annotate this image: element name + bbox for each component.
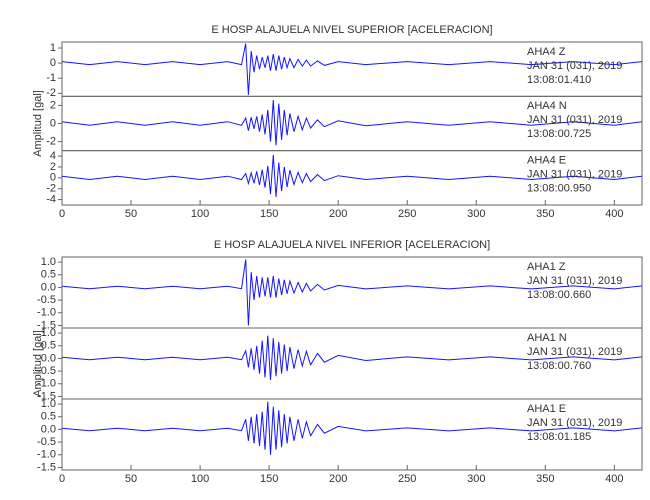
y-tick-label: -0.5: [37, 436, 56, 448]
trace: [61, 335, 643, 381]
x-tick-label: 250: [398, 473, 416, 485]
y-tick-label: 1.0: [41, 256, 56, 268]
time-label: 13:08:00.660: [527, 289, 591, 301]
y-tick-label: 0: [50, 117, 56, 129]
y-tick-label: -2: [46, 136, 56, 148]
date-label: JAN 31 (031), 2019: [527, 114, 622, 126]
y-tick-label: 4: [50, 150, 56, 162]
x-tick-label: 200: [329, 208, 347, 220]
x-tick-label: 50: [125, 473, 137, 485]
x-tick-label: 300: [467, 208, 485, 220]
date-label: JAN 31 (031), 2019: [527, 169, 622, 181]
y-tick-label: -0.5: [37, 294, 56, 306]
time-label: 13:08:00.725: [527, 128, 591, 140]
y-tick-label: -1.5: [37, 461, 56, 473]
trace: [61, 43, 643, 95]
y-tick-label: -1: [46, 72, 56, 84]
x-tick-label: 350: [536, 208, 554, 220]
date-label: JAN 31 (031), 2019: [527, 275, 622, 287]
station-label: AHA4 N: [527, 100, 567, 112]
y-axis-label: Amplitud [gal]: [32, 90, 44, 157]
x-tick-label: 100: [191, 473, 209, 485]
x-tick-label: 250: [398, 208, 416, 220]
station-label: AHA1 N: [527, 332, 567, 344]
trace: [61, 401, 643, 455]
y-tick-label: 1.0: [41, 327, 56, 339]
y-tick-label: -1.0: [37, 449, 56, 461]
y-tick-label: 0.0: [41, 281, 56, 293]
date-label: JAN 31 (031), 2019: [527, 60, 622, 72]
y-axis-label: Amplitud [gal]: [32, 330, 44, 397]
y-tick-label: -2: [46, 183, 56, 195]
trace: [61, 154, 643, 197]
x-tick-label: 150: [260, 208, 278, 220]
y-tick-label: -1.5: [37, 319, 56, 331]
y-tick-label: -1.0: [37, 378, 56, 390]
time-label: 13:08:00.950: [527, 183, 591, 195]
chart-title: E HOSP ALAJUELA NIVEL INFERIOR [ACELERAC…: [214, 239, 490, 251]
y-tick-label: -4: [46, 193, 56, 205]
trace: [61, 99, 643, 146]
trace: [61, 259, 643, 326]
y-tick-label: 0.0: [41, 352, 56, 364]
station-label: AHA4 E: [527, 155, 566, 167]
y-tick-label: 0.5: [41, 411, 56, 423]
x-tick-label: 150: [260, 473, 278, 485]
x-tick-label: 200: [329, 473, 347, 485]
x-tick-label: 400: [605, 208, 623, 220]
date-label: JAN 31 (031), 2019: [527, 346, 622, 358]
chart-title: E HOSP ALAJUELA NIVEL SUPERIOR [ACELERAC…: [211, 24, 492, 36]
y-tick-label: 0.5: [41, 269, 56, 281]
station-label: AHA1 Z: [527, 261, 566, 273]
y-tick-label: 0: [50, 172, 56, 184]
x-tick-label: 400: [605, 473, 623, 485]
x-tick-label: 50: [125, 208, 137, 220]
station-label: AHA1 E: [527, 403, 566, 415]
x-tick-label: 100: [191, 208, 209, 220]
x-tick-label: 0: [59, 473, 65, 485]
y-tick-label: -2: [46, 87, 56, 99]
x-tick-label: 0: [59, 208, 65, 220]
y-tick-label: 0.0: [41, 423, 56, 435]
time-label: 13:08:01.185: [527, 431, 591, 443]
date-label: JAN 31 (031), 2019: [527, 417, 622, 429]
y-tick-label: -1.5: [37, 390, 56, 402]
y-tick-label: 0.5: [41, 340, 56, 352]
y-tick-label: 0: [50, 57, 56, 69]
x-tick-label: 350: [536, 473, 554, 485]
y-tick-label: -1.0: [37, 307, 56, 319]
panel-frame: [61, 398, 643, 471]
y-tick-label: 1.0: [41, 398, 56, 410]
station-label: AHA4 Z: [527, 46, 566, 58]
time-label: 13:08:00.760: [527, 360, 591, 372]
y-tick-label: 2: [50, 99, 56, 111]
time-label: 13:08:01.410: [527, 74, 591, 86]
y-tick-label: 1: [50, 42, 56, 54]
x-tick-label: 300: [467, 473, 485, 485]
y-tick-label: -0.5: [37, 365, 56, 377]
y-tick-label: 2: [50, 161, 56, 173]
